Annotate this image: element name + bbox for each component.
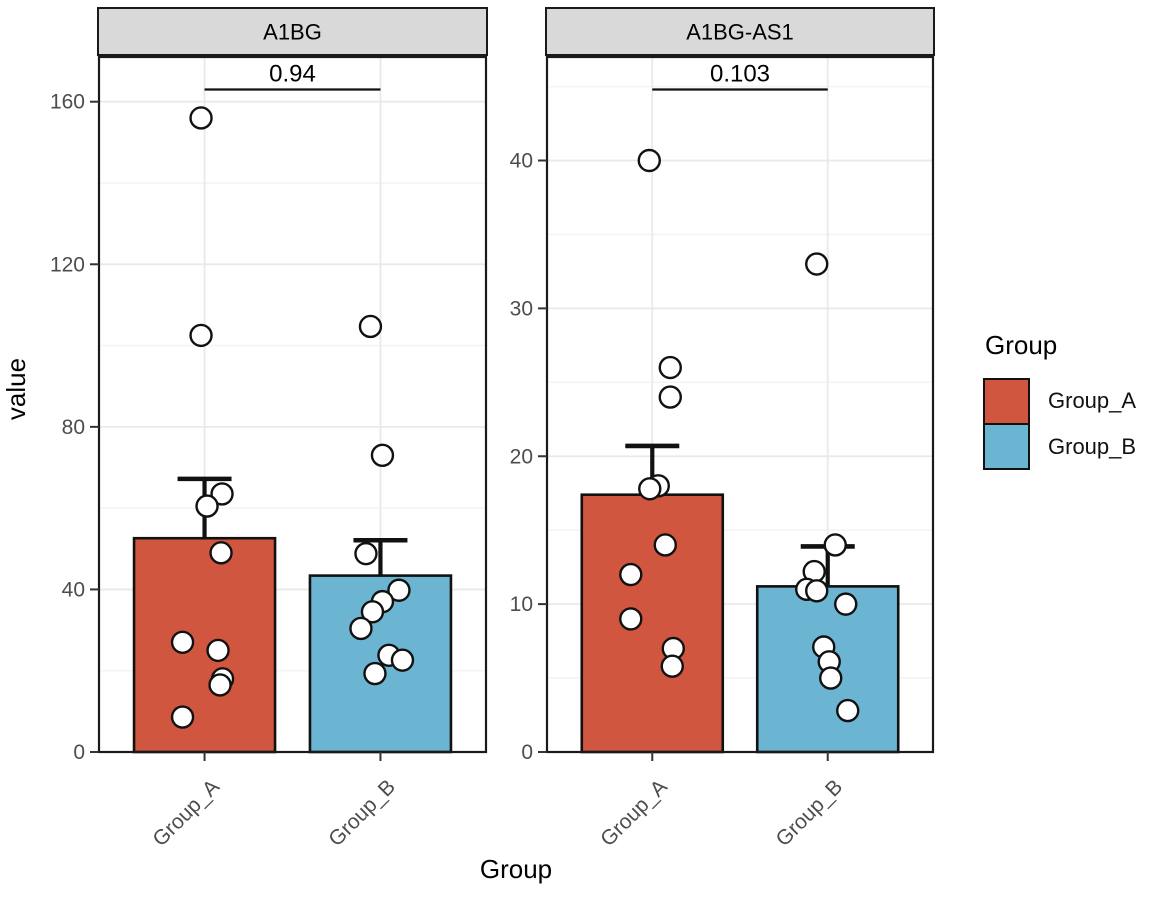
data-point — [805, 252, 829, 276]
y-tick-label: 40 — [510, 150, 533, 173]
data-point — [619, 607, 643, 631]
data-point — [653, 533, 677, 557]
data-point — [658, 355, 682, 380]
legend-title: Group — [985, 330, 1058, 360]
data-point — [823, 533, 847, 557]
data-point — [819, 666, 843, 690]
legend-item-group-a: Group_A — [983, 377, 1136, 425]
data-point — [658, 385, 682, 409]
bar-Group_A — [132, 536, 277, 754]
panel-border — [545, 55, 935, 754]
data-point — [209, 541, 233, 565]
legend-swatch-group-b — [983, 423, 1030, 470]
pvalue-label: 0.103 — [710, 61, 770, 88]
bar-Group_A — [580, 493, 725, 754]
x-tick-label: Group_B — [324, 775, 400, 851]
panel-border — [97, 55, 488, 754]
y-tick-label: 20 — [510, 445, 533, 468]
legend-swatch-group-a — [983, 377, 1030, 425]
facet-A1BG-AS1: 0.103 A1BG-AS1 0 10 20 30 40 Group_A Group_B — [510, 7, 935, 851]
data-point — [206, 638, 230, 663]
data-point — [349, 616, 373, 641]
data-point — [210, 482, 234, 506]
facet-strip — [545, 7, 935, 56]
data-point — [660, 654, 684, 678]
facet-A1BG: 0.94 A1BG 0 40 80 120 160 Group_A Group_B — [50, 7, 488, 851]
facet-strip-label: A1BG — [263, 20, 322, 45]
legend: Group Group_A Group_B — [983, 330, 1136, 471]
data-point — [358, 314, 383, 339]
y-tick-label: 0 — [521, 741, 533, 764]
data-point — [638, 477, 662, 501]
y-tick-label: 30 — [510, 297, 533, 320]
data-point — [805, 579, 829, 603]
x-tick-label: Group_A — [148, 775, 224, 851]
y-tick-label: 40 — [62, 578, 85, 601]
data-point — [354, 541, 378, 566]
x-axis-title: Group — [479, 854, 553, 884]
y-tick-label: 0 — [73, 741, 85, 764]
data-point — [390, 648, 415, 672]
x-tick-label: Group_A — [596, 775, 672, 851]
y-tick-label: 160 — [50, 91, 85, 114]
data-point — [637, 148, 661, 173]
y-tick-label: 10 — [510, 593, 533, 616]
y-tick-label: 80 — [62, 416, 85, 439]
data-point — [619, 562, 643, 587]
data-point — [360, 600, 385, 624]
data-point — [834, 592, 858, 616]
data-point — [387, 578, 411, 602]
data-point — [208, 673, 232, 697]
data-point — [189, 323, 213, 348]
data-point — [370, 443, 395, 468]
legend-label-group-b: Group_B — [1048, 433, 1137, 459]
data-point — [170, 705, 195, 729]
data-point — [189, 106, 213, 130]
x-tick-label: Group_B — [772, 775, 848, 851]
data-point — [363, 661, 387, 686]
data-point — [170, 630, 195, 654]
pvalue-label: 0.94 — [269, 61, 316, 88]
data-point — [836, 698, 860, 723]
data-point — [195, 494, 219, 518]
legend-item-group-b: Group_B — [983, 423, 1136, 471]
y-tick-label: 120 — [50, 253, 85, 276]
facet-strip-label: A1BG-AS1 — [686, 20, 794, 45]
legend-label-group-a: Group_A — [1048, 388, 1137, 413]
facet-strip — [97, 7, 488, 56]
y-axis-title: value — [1, 357, 31, 421]
